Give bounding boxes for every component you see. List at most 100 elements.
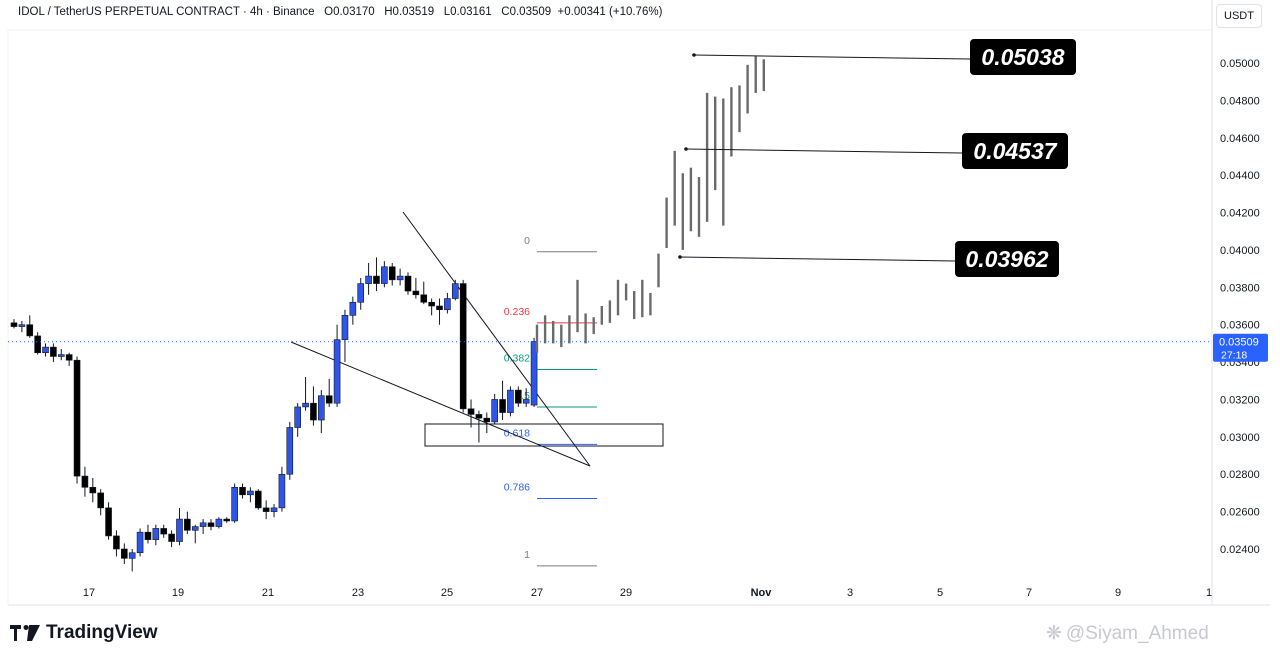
candle-body: [483, 417, 491, 423]
watermark-icon: ❋: [1046, 623, 1062, 644]
candle-body: [318, 395, 325, 421]
candle-body: [357, 283, 365, 303]
currency-unit-button[interactable]: USDT: [1216, 4, 1262, 28]
candle-body: [444, 298, 451, 311]
x-tick-label: 7: [1026, 587, 1032, 599]
ohlc-close: C0.03509: [501, 6, 552, 18]
candle-body: [18, 324, 26, 327]
candle-body: [373, 275, 380, 284]
candle-body: [349, 301, 357, 316]
candle-body: [491, 399, 498, 423]
candle-body: [420, 294, 428, 303]
target-badge: [955, 241, 1059, 277]
target-line: [679, 256, 956, 262]
candle-body: [191, 526, 199, 531]
y-tick-label: 0.04600: [1220, 133, 1260, 145]
candle-body: [254, 490, 262, 509]
candle-body: [89, 487, 97, 494]
candle-body: [365, 275, 372, 284]
candle-body: [168, 533, 175, 542]
candle-body: [507, 389, 514, 413]
fib-level-label: 0.382: [504, 353, 530, 365]
wedge-lower-trendline: [290, 341, 591, 467]
candle-body: [381, 266, 388, 284]
y-tick-label: 0.02600: [1220, 507, 1260, 519]
candle-body: [412, 290, 420, 296]
candle-body: [341, 315, 349, 340]
candle-body: [57, 354, 65, 357]
current-price-badge: [1213, 333, 1268, 362]
symbol-header: IDOL / TetherUS PERPETUAL CONTRACT · 4h …: [18, 6, 662, 18]
candle-body: [128, 552, 136, 559]
candle-body: [310, 402, 317, 421]
target-price-label: 0.03962: [965, 246, 1048, 272]
candle-body: [34, 335, 41, 354]
ohlc-high: H0.03519: [384, 6, 435, 18]
candle-body: [105, 507, 112, 537]
candle-body: [475, 414, 483, 419]
x-tick-label: 5: [937, 587, 943, 599]
current-price-label: 0.03509: [1219, 337, 1259, 349]
candle-body: [223, 518, 231, 522]
candle-body: [81, 475, 89, 488]
ohlc-low: L0.03161: [443, 6, 492, 18]
candle-body: [404, 275, 412, 292]
candle-body: [50, 346, 57, 357]
candle-body: [294, 406, 301, 428]
candle-body: [160, 528, 168, 535]
candle-body: [231, 487, 238, 522]
candle-body: [262, 507, 270, 512]
candle-body: [278, 473, 286, 509]
candle-body: [215, 518, 223, 527]
candle-body: [113, 535, 120, 550]
x-tick-label: 19: [172, 587, 184, 599]
x-tick-label: 3: [847, 587, 853, 599]
candle-body: [302, 402, 309, 408]
candle-body: [428, 301, 435, 307]
fib-level-label: 0: [524, 235, 530, 247]
candle-body: [333, 339, 341, 404]
candle-body: [152, 528, 160, 540]
x-tick-label: 1: [1206, 587, 1212, 599]
candle-body: [286, 427, 294, 475]
x-tick-label: 21: [262, 587, 274, 599]
candle-body: [65, 354, 73, 361]
tradingview-logo[interactable]: TradingView: [10, 622, 158, 644]
candle-body: [176, 518, 183, 542]
candle-body: [522, 399, 530, 404]
candle-body: [42, 346, 49, 354]
watermark-text: @Siyam_Ahmed: [1065, 622, 1209, 644]
candle-body: [239, 487, 246, 496]
candle-body: [199, 522, 207, 527]
target-price-label: 0.05038: [981, 44, 1064, 70]
candle-body: [388, 266, 396, 281]
demand-zone-box: [424, 423, 664, 447]
candle-body: [467, 408, 475, 415]
target-badge: [962, 133, 1068, 169]
candle-body: [144, 531, 152, 540]
fib-level-label: 0.786: [504, 482, 530, 494]
candle-body: [325, 395, 333, 404]
candle-body: [499, 399, 506, 413]
y-tick-label: 0.04200: [1220, 208, 1260, 220]
y-tick-label: 0.03800: [1220, 282, 1260, 294]
candle-body: [396, 275, 404, 281]
y-tick-label: 0.03000: [1220, 432, 1260, 444]
tradingview-logo-icon: [10, 625, 40, 641]
candle-body: [459, 283, 467, 410]
y-tick-label: 0.05000: [1220, 58, 1260, 70]
x-tick-label: 27: [531, 587, 543, 599]
bar-countdown-label: 27:18: [1221, 350, 1247, 362]
candle-body: [515, 389, 522, 404]
ohlc-change: +0.00341 (+10.76%): [557, 6, 663, 18]
brand-name: TradingView: [46, 622, 158, 643]
candle-body: [121, 548, 128, 559]
target-line: [685, 148, 963, 154]
x-tick-label: 23: [352, 587, 364, 599]
x-tick-label: 9: [1115, 587, 1121, 599]
candle-body: [270, 507, 278, 512]
candle-body: [530, 341, 538, 406]
target-badge: [970, 39, 1076, 75]
y-tick-label: 0.03200: [1220, 394, 1260, 406]
